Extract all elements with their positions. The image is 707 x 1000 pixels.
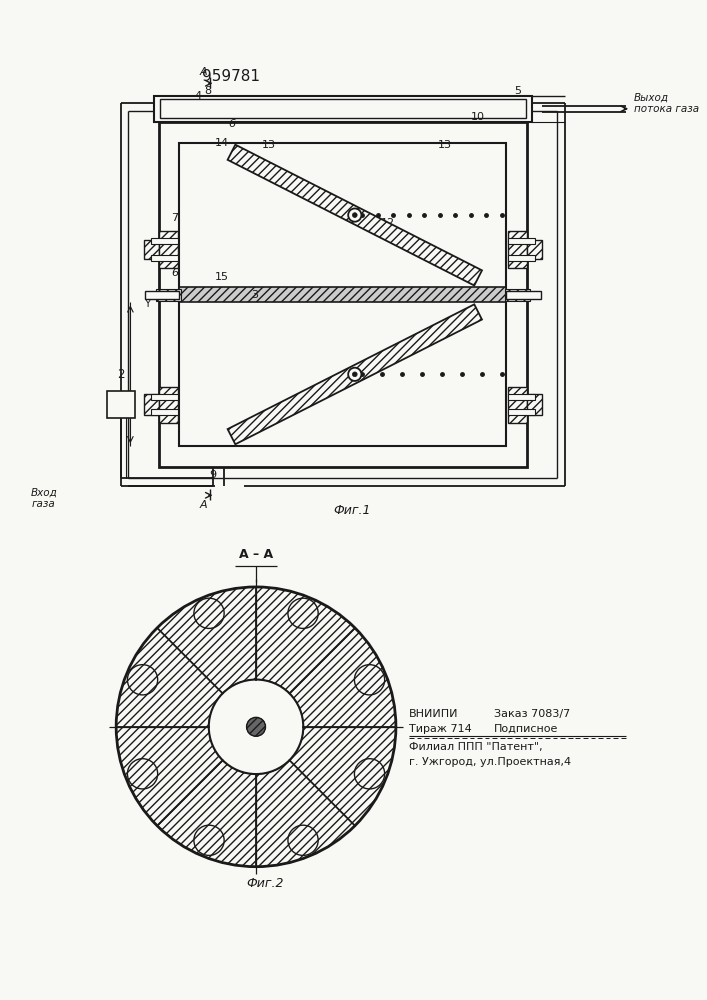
Text: 9: 9 <box>209 470 216 480</box>
Circle shape <box>352 213 357 217</box>
Text: Подписное: Подписное <box>494 724 559 734</box>
Bar <box>180 143 506 446</box>
Bar <box>508 255 534 261</box>
Text: 959781: 959781 <box>202 69 260 84</box>
Polygon shape <box>228 304 482 444</box>
Text: Заказ 7083/7: Заказ 7083/7 <box>494 709 571 719</box>
Bar <box>158 446 527 467</box>
Text: 1: 1 <box>108 397 115 407</box>
Bar <box>107 391 135 418</box>
Text: 8: 8 <box>204 86 211 96</box>
Text: 5: 5 <box>514 86 521 96</box>
Text: 12: 12 <box>381 218 395 228</box>
Circle shape <box>209 680 303 774</box>
Text: 6: 6 <box>171 268 178 278</box>
Text: ВНИИПИ: ВНИИПИ <box>409 709 459 719</box>
Text: 11: 11 <box>376 353 390 363</box>
Bar <box>508 238 534 244</box>
Bar <box>151 409 177 415</box>
Bar <box>506 122 527 467</box>
Bar <box>158 122 180 467</box>
Text: Вход
газа: Вход газа <box>31 488 58 509</box>
Text: Y: Y <box>144 299 151 309</box>
Text: Тираж 714: Тираж 714 <box>409 724 472 734</box>
Bar <box>154 96 532 122</box>
Bar <box>506 291 542 299</box>
Text: 13: 13 <box>438 140 452 150</box>
Circle shape <box>348 368 361 381</box>
Text: А: А <box>199 500 207 510</box>
Text: Фиг.2: Фиг.2 <box>247 877 284 890</box>
Text: Фиг.1: Фиг.1 <box>334 504 371 517</box>
Bar <box>158 231 177 268</box>
Text: 3: 3 <box>252 290 259 300</box>
Bar <box>527 394 542 415</box>
Text: 2: 2 <box>117 368 124 381</box>
Text: 14: 14 <box>215 138 229 148</box>
Text: А: А <box>199 67 207 77</box>
Text: Выход
потока газа: Выход потока газа <box>634 92 699 114</box>
Text: г. Ужгород, ул.Проектная,4: г. Ужгород, ул.Проектная,4 <box>409 757 571 767</box>
Bar <box>144 291 180 299</box>
Bar <box>180 287 506 302</box>
Bar <box>158 387 177 423</box>
Bar <box>508 394 534 400</box>
Bar <box>151 394 177 400</box>
Polygon shape <box>228 145 482 286</box>
Bar <box>160 99 526 118</box>
Bar <box>158 122 527 467</box>
Text: 10: 10 <box>471 112 485 122</box>
Circle shape <box>247 717 266 736</box>
Bar <box>144 394 158 415</box>
Bar <box>158 122 527 143</box>
Text: А – А: А – А <box>239 548 273 561</box>
Bar <box>508 231 527 268</box>
Text: 7: 7 <box>171 213 178 223</box>
Bar <box>156 289 182 301</box>
Circle shape <box>348 208 361 222</box>
Bar <box>144 240 158 259</box>
Text: Филиал ППП "Патент",: Филиал ППП "Патент", <box>409 742 543 752</box>
Bar <box>151 255 177 261</box>
Bar <box>151 238 177 244</box>
Text: 13: 13 <box>262 140 276 150</box>
Bar <box>505 289 530 301</box>
Text: 15: 15 <box>215 272 229 282</box>
Circle shape <box>352 372 357 377</box>
Bar <box>527 240 542 259</box>
Text: 4: 4 <box>195 91 202 101</box>
Bar <box>508 387 527 423</box>
Bar <box>508 409 534 415</box>
Text: 6: 6 <box>228 119 235 129</box>
